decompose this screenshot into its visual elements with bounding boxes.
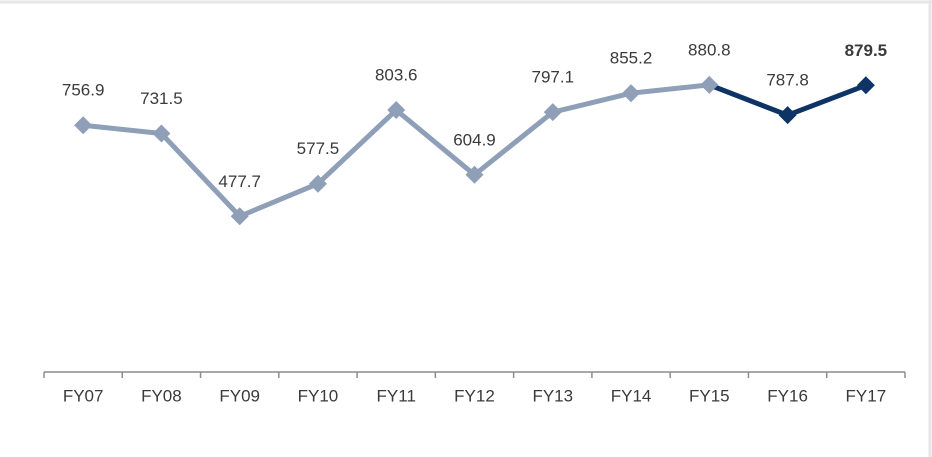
data-label: 787.8 xyxy=(766,71,809,90)
marker xyxy=(230,207,249,226)
marker xyxy=(387,101,406,120)
data-label: 797.1 xyxy=(531,68,574,87)
data-label: 577.5 xyxy=(297,139,340,158)
x-tick-label: FY11 xyxy=(377,386,416,405)
x-tick-label: FY15 xyxy=(689,386,730,405)
data-label: 604.9 xyxy=(453,130,496,149)
data-label: 731.5 xyxy=(140,89,183,108)
x-tick-label: FY07 xyxy=(63,386,104,405)
x-tick-label: FY09 xyxy=(219,386,260,405)
x-tick-label: FY08 xyxy=(141,386,182,405)
data-label: 477.7 xyxy=(218,172,261,191)
marker xyxy=(700,75,719,94)
x-tick-label: FY12 xyxy=(454,386,495,405)
marker xyxy=(308,174,327,193)
x-tick-label: FY10 xyxy=(298,386,339,405)
marker xyxy=(74,116,93,135)
x-tick-label: FY14 xyxy=(611,386,652,405)
marker xyxy=(778,106,797,125)
data-label: 803.6 xyxy=(375,66,418,85)
marker xyxy=(152,124,171,143)
x-tick-label: FY16 xyxy=(767,386,808,405)
marker xyxy=(543,103,562,122)
x-tick-label: FY17 xyxy=(846,386,887,405)
data-label: 756.9 xyxy=(62,81,105,100)
x-tick-label: FY13 xyxy=(532,386,573,405)
marker xyxy=(465,165,484,184)
data-label: 879.5 xyxy=(845,41,888,60)
data-label: 855.2 xyxy=(610,49,653,68)
data-label: 880.8 xyxy=(688,40,731,59)
marker xyxy=(856,76,875,95)
marker xyxy=(622,84,641,103)
